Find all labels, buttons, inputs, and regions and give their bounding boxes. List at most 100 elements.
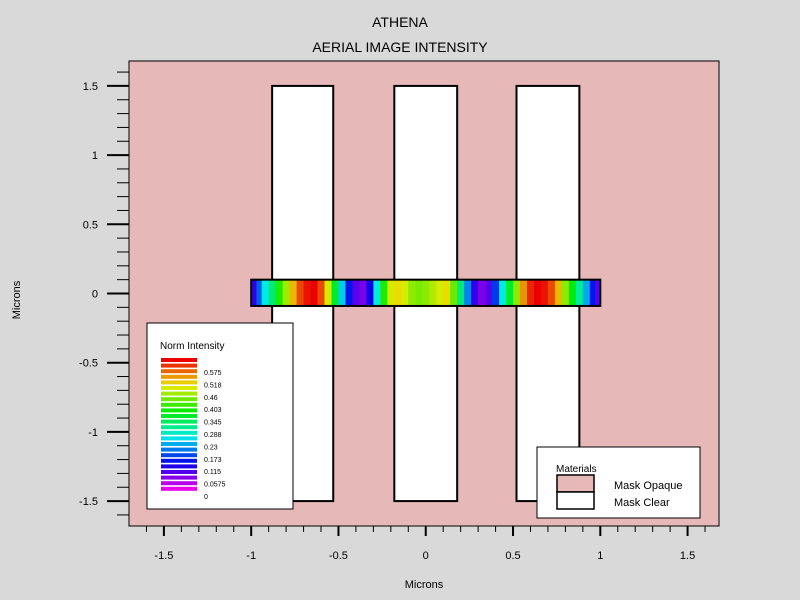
intensity-cell — [366, 279, 374, 306]
colorbar-swatch — [161, 402, 197, 407]
colorbar-swatch — [161, 369, 197, 374]
intensity-cell — [261, 279, 270, 306]
intensity-cell — [429, 279, 437, 306]
intensity-cell — [338, 279, 347, 306]
colorbar-swatch — [161, 363, 197, 368]
intensity-cell — [582, 279, 591, 306]
intensity-cell — [575, 279, 584, 306]
colorbar-swatch — [161, 386, 197, 390]
colorbar-swatch — [161, 358, 197, 362]
colorbar-swatch — [161, 430, 197, 435]
colorbar-label: 0.345 — [204, 420, 222, 427]
intensity-cell — [422, 279, 430, 306]
y-tick-label: 1.5 — [83, 81, 98, 93]
intensity-cell — [568, 279, 577, 306]
intensity-cell — [554, 279, 563, 306]
colorbar-label: 0.46 — [204, 395, 218, 402]
intensity-cell — [317, 279, 326, 306]
x-tick-label: -0.5 — [329, 550, 348, 562]
y-tick-label: 0.5 — [83, 219, 98, 231]
intensity-cell — [547, 279, 556, 306]
intensity-cell — [401, 279, 409, 306]
colorbar-label: 0.0575 — [204, 482, 226, 489]
colorbar-label: 0.403 — [204, 407, 222, 414]
y-tick-label: 1 — [92, 150, 98, 162]
intensity-strip-outline — [250, 278, 602, 307]
colorbar-swatch — [161, 436, 197, 441]
intensity-cell — [499, 279, 507, 306]
colorbar-swatch — [161, 458, 197, 463]
intensity-cell — [589, 279, 596, 306]
intensity-cell — [352, 279, 361, 306]
intensity-cell — [282, 279, 291, 306]
intensity-cell — [408, 279, 416, 306]
intensity-cell — [331, 279, 340, 306]
intensity-cell — [492, 279, 500, 306]
intensity-cell — [561, 279, 570, 306]
colorbar-swatch — [161, 374, 197, 379]
intensity-cell — [415, 279, 423, 306]
materials-swatch — [556, 491, 595, 510]
x-axis: -1.5 -1 -0.5 0 0.5 1 1.5 — [145, 526, 706, 562]
colorbar-label: 0.23 — [204, 444, 218, 451]
y-axis: 1.5 1 0.5 0 -0.5 -1 -1.5 — [79, 71, 129, 516]
y-tick-label: -0.5 — [79, 358, 98, 370]
colorbar-label: 0.115 — [204, 469, 221, 476]
materials-swatch — [556, 474, 595, 493]
materials-label: Mask Opaque — [614, 480, 682, 492]
colorbar-label: 0 — [204, 494, 208, 501]
materials-legend: Materials Mask Opaque Mask Clear — [536, 446, 701, 519]
colorbar-swatch — [161, 408, 197, 413]
colorbar-label: 0.518 — [204, 382, 222, 389]
intensity-cell — [540, 279, 549, 306]
colorbar-swatch — [161, 481, 197, 486]
intensity-cell — [595, 279, 601, 306]
intensity-cell — [506, 279, 514, 306]
intensity-cell — [373, 279, 381, 306]
intensity-cell — [256, 279, 263, 306]
intensity-cell — [289, 279, 298, 306]
intensity-cell — [275, 279, 284, 306]
colorbar-swatch — [161, 475, 197, 480]
x-tick-label: 0.5 — [505, 550, 520, 562]
colorbar-swatch — [161, 414, 197, 418]
intensity-cell — [478, 279, 486, 306]
intensity-cell — [464, 279, 472, 306]
x-tick-label: -1 — [246, 550, 256, 562]
materials-legend-title: Materials — [556, 464, 597, 475]
intensity-cell — [324, 279, 333, 306]
x-tick-label: 1 — [597, 550, 603, 562]
y-tick-label: -1 — [88, 427, 98, 439]
intensity-cell — [513, 279, 521, 306]
colorbar-label: 0.575 — [204, 370, 222, 377]
colorbar-swatch — [161, 447, 197, 452]
intensity-cell — [296, 279, 305, 306]
materials-label: Mask Clear — [614, 497, 670, 509]
intensity-cell — [457, 279, 465, 306]
intensity-cell — [268, 279, 277, 306]
colorbar-swatch — [161, 470, 197, 474]
intensity-strip — [250, 278, 602, 307]
y-tick-label: -1.5 — [79, 496, 98, 508]
intensity-cell — [251, 279, 258, 306]
chart-title: ATHENA — [372, 14, 428, 30]
colorbar-swatch — [161, 486, 197, 491]
colorbar-swatch — [161, 442, 197, 446]
x-tick-label: 1.5 — [680, 550, 695, 562]
colorbar-swatch — [161, 453, 197, 458]
materials-legend-items: Mask Opaque Mask Clear — [556, 474, 682, 510]
intensity-cell — [310, 279, 319, 306]
intensity-cell — [380, 279, 388, 306]
intensity-cell — [394, 279, 402, 306]
x-tick-label: 0 — [423, 550, 429, 562]
intensity-cell — [436, 279, 444, 306]
intensity-cell — [520, 279, 528, 306]
x-axis-label: Microns — [405, 579, 444, 591]
intensity-cell — [526, 279, 535, 306]
colorbar-label: 0.173 — [204, 457, 222, 464]
intensity-cell — [303, 279, 312, 306]
colorbar-title: Norm Intensity — [160, 341, 224, 352]
intensity-cell — [471, 279, 479, 306]
colorbar-label: 0.288 — [204, 432, 222, 439]
